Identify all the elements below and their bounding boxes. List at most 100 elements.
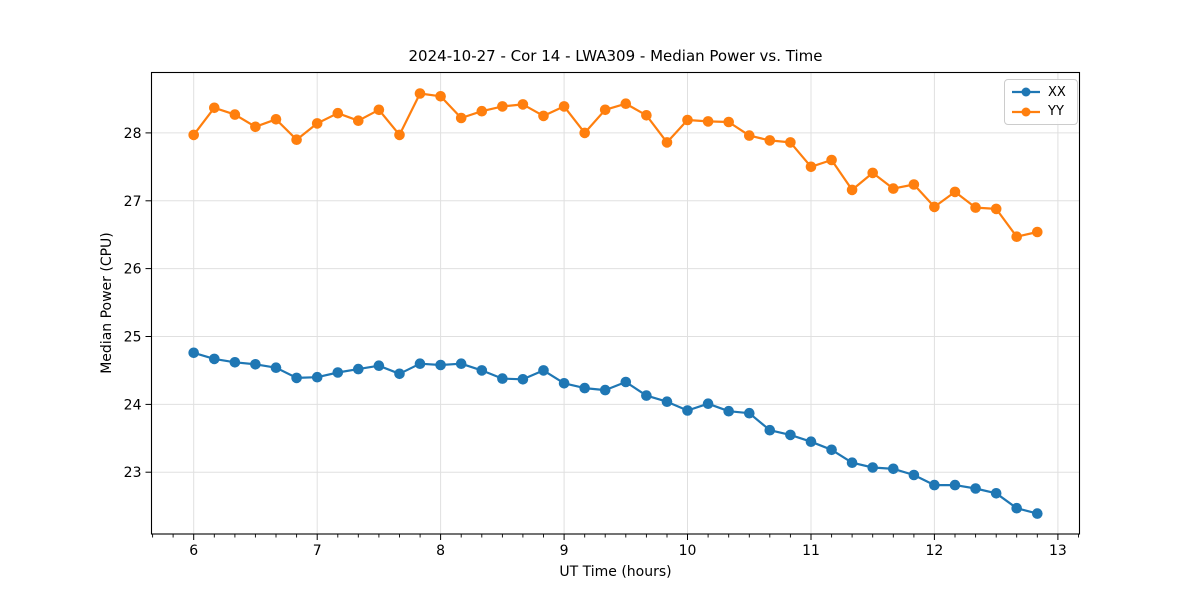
data-point-xx	[270, 362, 282, 374]
data-point-yy	[229, 109, 241, 120]
data-point-yy	[599, 104, 611, 116]
legend: XX YY	[1004, 79, 1078, 125]
data-point-yy	[435, 91, 446, 102]
x-tick-label: 8	[436, 543, 445, 559]
legend-line-marker-icon	[1012, 87, 1040, 97]
data-point-yy	[888, 183, 899, 194]
x-tick-label: 11	[802, 543, 820, 559]
data-point-xx	[805, 436, 817, 448]
data-point-xx	[291, 372, 302, 384]
data-point-xx	[250, 359, 261, 370]
data-point-xx	[188, 347, 199, 359]
x-axis: 6 7 8 9 10 11 12 13	[189, 534, 1067, 559]
data-point-yy	[1011, 231, 1022, 242]
y-tick-label: 24	[124, 397, 142, 413]
legend-item-xx: XX	[1011, 83, 1071, 101]
x-tick-label: 7	[313, 543, 322, 559]
data-point-yy	[805, 161, 817, 173]
data-point-xx	[1011, 502, 1022, 514]
data-point-yy	[867, 167, 878, 179]
data-point-xx	[1032, 508, 1043, 519]
data-point-yy	[558, 101, 570, 112]
data-point-xx	[908, 469, 920, 481]
y-tick-label: 25	[124, 330, 142, 346]
data-point-xx	[517, 374, 529, 385]
data-point-yy	[826, 154, 837, 166]
data-point-yy	[990, 203, 1002, 215]
data-point-xx	[558, 378, 570, 389]
data-point-xx	[744, 407, 755, 419]
data-point-yy	[764, 135, 776, 146]
data-point-yy	[682, 114, 693, 126]
chart-title: 2024-10-27 - Cor 14 - LWA309 - Median Po…	[408, 47, 823, 65]
data-point-xx	[764, 424, 776, 436]
data-point-xx	[826, 444, 837, 456]
data-point-yy	[394, 129, 405, 141]
x-tick-label: 13	[1049, 543, 1067, 559]
data-point-yy	[414, 88, 426, 99]
data-point-xx	[599, 384, 611, 396]
data-point-yy	[291, 134, 302, 145]
y-axis: 23 24 25 26 27 28	[124, 126, 152, 481]
data-point-xx	[476, 365, 488, 376]
data-point-yy	[949, 186, 961, 198]
data-point-xx	[929, 479, 940, 491]
data-point-xx	[332, 367, 344, 378]
data-point-xx	[229, 357, 241, 368]
data-point-xx	[394, 368, 405, 380]
data-point-xx	[620, 376, 632, 388]
data-point-xx	[723, 405, 734, 417]
x-tick-label: 6	[189, 543, 198, 559]
data-point-yy	[929, 201, 940, 213]
data-point-xx	[497, 373, 508, 384]
data-point-yy	[908, 179, 920, 190]
legend-item-yy: YY	[1011, 103, 1071, 121]
x-tick-label: 10	[679, 543, 697, 559]
data-point-yy	[1032, 226, 1043, 238]
data-point-xx	[414, 358, 426, 370]
data-point-xx	[579, 382, 590, 394]
data-point-xx	[435, 359, 446, 371]
data-point-xx	[455, 358, 467, 370]
series-xx	[188, 347, 1043, 519]
legend-line-marker-icon	[1012, 107, 1040, 117]
x-minor-ticks	[152, 534, 1079, 538]
data-point-xx	[661, 396, 673, 408]
data-point-yy	[661, 137, 673, 148]
data-point-yy	[250, 121, 261, 133]
data-point-yy	[332, 107, 344, 119]
series-line	[192, 92, 1038, 238]
legend-label-yy: YY	[1048, 104, 1064, 120]
data-point-xx	[867, 462, 878, 473]
data-point-xx	[641, 390, 652, 401]
x-axis-label: UT Time (hours)	[559, 564, 672, 580]
y-axis-label: Median Power (CPU)	[99, 232, 115, 374]
data-point-yy	[641, 110, 652, 121]
data-point-yy	[702, 116, 714, 127]
x-tick-label: 12	[925, 543, 943, 559]
series-yy	[188, 88, 1043, 242]
data-point-xx	[311, 371, 323, 383]
data-point-xx	[209, 353, 220, 365]
data-point-xx	[990, 488, 1002, 499]
data-point-yy	[270, 114, 282, 125]
y-tick-label: 26	[124, 262, 142, 278]
data-point-yy	[455, 112, 467, 124]
data-point-yy	[517, 99, 529, 110]
data-point-xx	[702, 398, 714, 410]
data-point-yy	[723, 116, 734, 128]
data-point-yy	[744, 130, 755, 141]
grid-layer	[151, 72, 1080, 534]
legend-label-xx: XX	[1048, 84, 1066, 100]
x-tick-label: 9	[560, 543, 569, 559]
data-point-yy	[620, 98, 632, 109]
y-tick-label: 28	[124, 126, 142, 142]
data-point-yy	[538, 110, 549, 122]
data-point-yy	[188, 129, 199, 141]
data-point-yy	[476, 105, 488, 117]
y-tick-label: 23	[124, 465, 142, 481]
data-point-xx	[888, 463, 899, 475]
y-tick-label: 27	[124, 194, 142, 210]
